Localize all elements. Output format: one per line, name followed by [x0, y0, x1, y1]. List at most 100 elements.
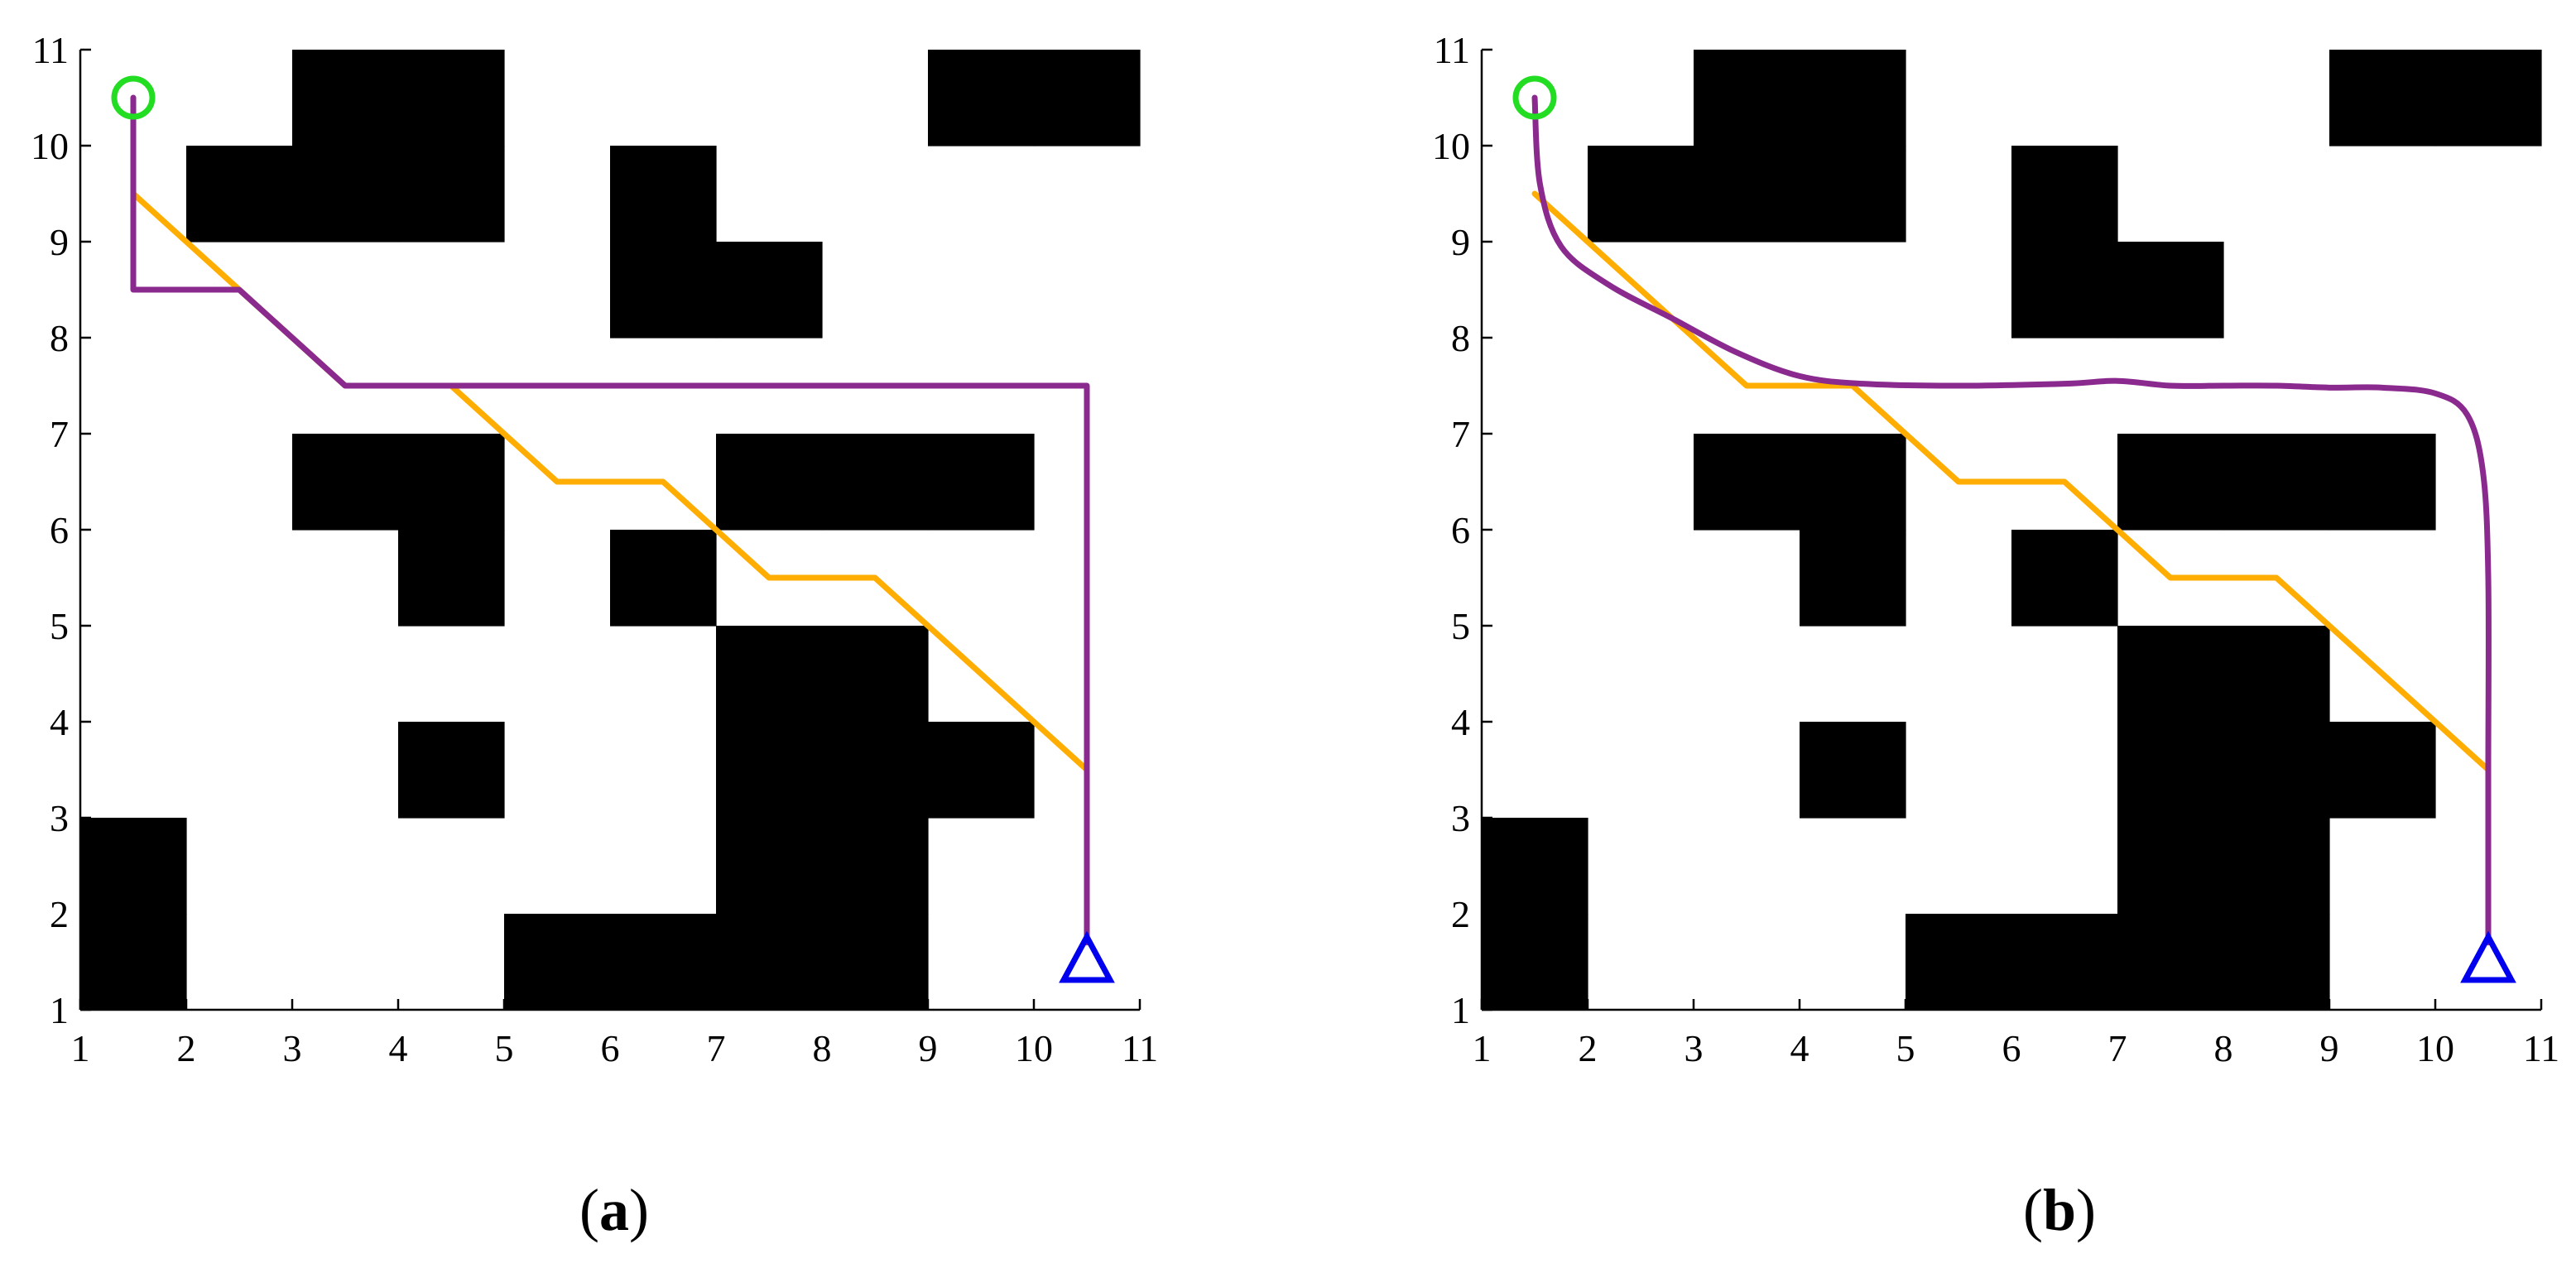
obstacle-cell [2223, 626, 2330, 723]
x-tick-label: 3 [1684, 1027, 1704, 1069]
obstacle-cell [1694, 434, 1800, 531]
obstacle-cell [398, 146, 505, 243]
obstacle-cell [2011, 242, 2118, 339]
y-tick-label: 4 [50, 701, 69, 743]
obstacle-cell [716, 242, 823, 339]
obstacle-cell [822, 626, 929, 723]
obstacle-cell [1482, 818, 1588, 915]
start-marker [1512, 75, 1557, 120]
obstacle-cell [2329, 50, 2436, 146]
obstacle-cell [398, 722, 505, 819]
obstacle-cell [2117, 626, 2224, 723]
path-series-1 [1531, 190, 2492, 773]
x-tick-label: 4 [1790, 1027, 1809, 1069]
obstacle-cell [2011, 530, 2118, 627]
obstacle-cell [80, 818, 187, 915]
obstacle-cell [928, 722, 1035, 819]
y-tick-label: 5 [50, 605, 69, 647]
obstacle-cell [80, 914, 187, 1011]
y-tick-label: 10 [1432, 125, 1470, 167]
y-tick-label: 4 [1451, 701, 1470, 743]
y-tick-label: 7 [1451, 413, 1470, 455]
obstacle-cell [610, 146, 717, 243]
x-tick-label: 7 [2108, 1027, 2127, 1069]
obstacle-cell [2223, 818, 2330, 915]
obstacle-cell [2435, 50, 2542, 146]
path-series-2 [130, 94, 1090, 946]
y-tick-label: 1 [1451, 989, 1470, 1031]
obstacle-cell [1694, 146, 1800, 243]
obstacle-cell [1694, 50, 1800, 146]
x-tick-label: 10 [2416, 1027, 2454, 1069]
obstacle-cell [292, 50, 399, 146]
obstacle-cell [2117, 434, 2224, 531]
obstacle-cell [610, 914, 717, 1011]
y-tick-label: 3 [1451, 797, 1470, 839]
obstacle-cell [398, 530, 505, 627]
obstacle-cell [2223, 722, 2330, 819]
obstacle-cell [2117, 722, 2224, 819]
obstacle-cell [2329, 722, 2436, 819]
obstacle-cell [2117, 818, 2224, 915]
y-tick-label: 1 [50, 989, 69, 1031]
y-tick-label: 11 [32, 29, 69, 71]
y-tick-label: 5 [1451, 605, 1470, 647]
x-tick-label: 9 [2320, 1027, 2339, 1069]
y-tick-label: 8 [50, 317, 69, 359]
obstacle-cell [610, 530, 717, 627]
x-tick-label: 8 [813, 1027, 832, 1069]
obstacle-cell [398, 434, 505, 531]
x-tick-label: 8 [2214, 1027, 2233, 1069]
obstacle-cell [610, 242, 717, 339]
y-tick-label: 6 [1451, 509, 1470, 551]
x-tick-label: 5 [1896, 1027, 1915, 1069]
y-tick-label: 11 [1434, 29, 1470, 71]
obstacle-cell [2117, 242, 2224, 339]
obstacle-cell [2011, 914, 2118, 1011]
x-tick-label: 6 [2002, 1027, 2021, 1069]
obstacle-cell [1906, 914, 2012, 1011]
obstacle-cell [1800, 50, 1906, 146]
x-tick-label: 9 [919, 1027, 938, 1069]
x-tick-label: 7 [707, 1027, 726, 1069]
y-tick-label: 10 [31, 125, 69, 167]
x-tick-label: 1 [71, 1027, 90, 1069]
goal-marker [1059, 930, 1115, 983]
obstacle-cell [928, 50, 1035, 146]
obstacle-cell [2011, 146, 2118, 243]
x-tick-label: 2 [177, 1027, 196, 1069]
start-marker [111, 75, 156, 120]
obstacle-cell [716, 914, 823, 1011]
obstacle-cell [1800, 146, 1906, 243]
y-tick-label: 3 [50, 797, 69, 839]
obstacle-cell [2223, 434, 2330, 531]
obstacle-cell [1800, 530, 1906, 627]
x-tick-label: 11 [1122, 1027, 1158, 1069]
obstacle-cell [928, 434, 1035, 531]
obstacle-cell [716, 818, 823, 915]
x-tick-label: 3 [283, 1027, 302, 1069]
obstacle-cell [292, 146, 399, 243]
obstacle-cell [504, 914, 611, 1011]
x-tick-label: 2 [1579, 1027, 1598, 1069]
obstacle-cell [1800, 722, 1906, 819]
obstacle-cell [822, 434, 929, 531]
path-series-2 [1531, 94, 2492, 946]
obstacle-cell [716, 722, 823, 819]
obstacle-cell [292, 434, 399, 531]
x-tick-label: 1 [1473, 1027, 1492, 1069]
obstacle-cell [716, 434, 823, 531]
y-tick-label: 9 [50, 221, 69, 263]
obstacle-cell [398, 50, 505, 146]
obstacle-cell [1588, 146, 1694, 243]
x-tick-label: 5 [495, 1027, 514, 1069]
obstacle-cell [2117, 914, 2224, 1011]
obstacle-cell [2223, 914, 2330, 1011]
obstacle-cell [822, 914, 929, 1011]
y-tick-label: 9 [1451, 221, 1470, 263]
panel-label-a: (a) [579, 1177, 649, 1243]
x-tick-label: 4 [389, 1027, 408, 1069]
y-tick-label: 6 [50, 509, 69, 551]
